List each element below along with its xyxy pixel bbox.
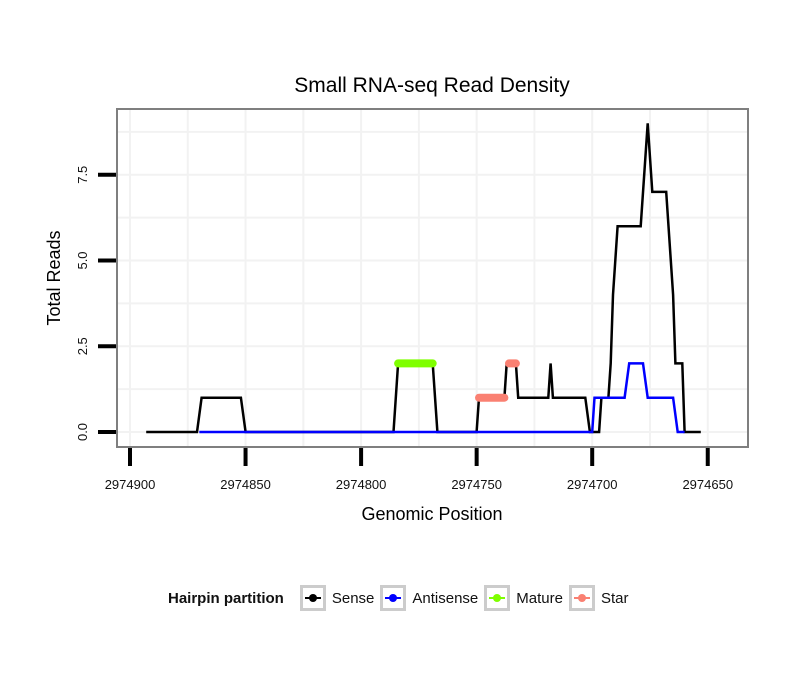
y-tick-label: 2.5 (75, 337, 90, 355)
x-tick-label: 2974850 (220, 477, 271, 492)
x-axis: 2974900 2974850 2974800 2974750 2974700 29746… (105, 448, 733, 492)
legend-key-star-icon (568, 585, 595, 611)
y-tick-label: 7.5 (75, 166, 90, 184)
legend-title: Hairpin partition (168, 589, 284, 607)
legend-label: Sense (331, 589, 375, 607)
legend-label: Antisense (412, 589, 479, 607)
legend: Hairpin partition Sense Antisense Mature… (168, 578, 634, 618)
chart-title: Small RNA-seq Read Density (294, 74, 570, 97)
legend-key-sense-icon (299, 585, 326, 611)
x-tick-label: 2974900 (105, 477, 156, 492)
x-tick-label: 2974800 (336, 477, 387, 492)
plot-panel (116, 108, 749, 448)
legend-key-mature-icon (484, 585, 511, 611)
legend-label: Star (600, 589, 629, 607)
legend-item-mature: Mature (484, 585, 563, 611)
legend-label: Mature (516, 589, 563, 607)
y-axis-title: Total Reads (44, 230, 64, 325)
x-tick-label: 2974750 (451, 477, 502, 492)
y-tick-label: 5.0 (75, 251, 90, 269)
y-tick-label: 0.0 (75, 423, 90, 441)
legend-item-star: Star (568, 585, 629, 611)
legend-item-sense: Sense (299, 585, 375, 611)
series-line-antisense (199, 362, 685, 434)
legend-key-antisense-icon (380, 585, 407, 611)
x-axis-title: Genomic Position (361, 504, 502, 524)
x-tick-label: 2974650 (682, 477, 733, 492)
y-axis: 0.0 2.5 5.0 7.5 (75, 166, 116, 441)
series-layer (146, 123, 701, 434)
x-tick-label: 2974700 (567, 477, 618, 492)
legend-item-antisense: Antisense (380, 585, 478, 611)
